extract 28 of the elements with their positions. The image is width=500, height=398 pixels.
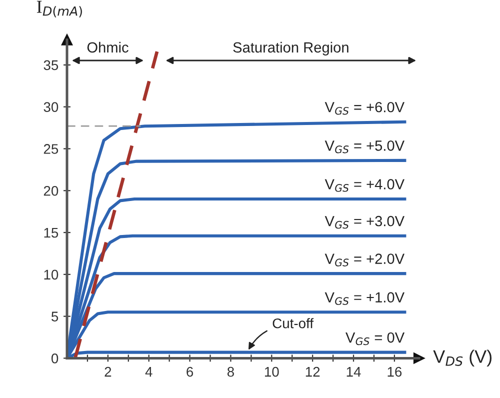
y-tick-label: 35 [44, 60, 58, 70]
y-tick-label: 10 [44, 270, 58, 280]
annotation: Ohmic [87, 42, 128, 53]
x-tick-label: 12 [306, 366, 320, 377]
x-tick-label: 16 [388, 366, 402, 377]
series-label: V$_{GS}$ = +3.0V [324, 216, 404, 229]
x-tick-label: 4 [145, 367, 152, 377]
series-label: V$_{GS}$ = +4.0V [324, 179, 404, 192]
series-label: V$_{GS}$ = +5.0V [324, 140, 404, 154]
series-label: V$_{GS}$ = +1.0V [324, 292, 404, 305]
x-tick-label: 8 [227, 366, 234, 377]
y-tick-label: 30 [44, 102, 58, 112]
annotation: Cut-off [272, 318, 314, 328]
x-tick-label: 2 [104, 366, 112, 377]
series-label: V$_{GS}$ = +6.0V [324, 102, 404, 115]
y-tick-label: 5 [52, 312, 58, 322]
x-tick-label: 14 [346, 367, 361, 377]
y-tick-label: 25 [44, 144, 58, 154]
y-tick-label: 0 [51, 354, 58, 364]
x-tick-label: 10 [264, 366, 279, 377]
y-tick-label: 20 [44, 186, 58, 196]
x-axis-title: V$_{DS}$ (V) [433, 350, 492, 367]
series-label: V$_{GS}$ = +2.0V [324, 254, 404, 266]
y-tick-label: 15 [44, 228, 58, 238]
x-tick-label: 6 [186, 366, 194, 377]
annotation: Saturation Region [233, 42, 348, 56]
y-axis-title: I$_{D(mA)}$ [36, 0, 82, 18]
series-label: V$_{GS}$ = 0V [346, 332, 405, 346]
